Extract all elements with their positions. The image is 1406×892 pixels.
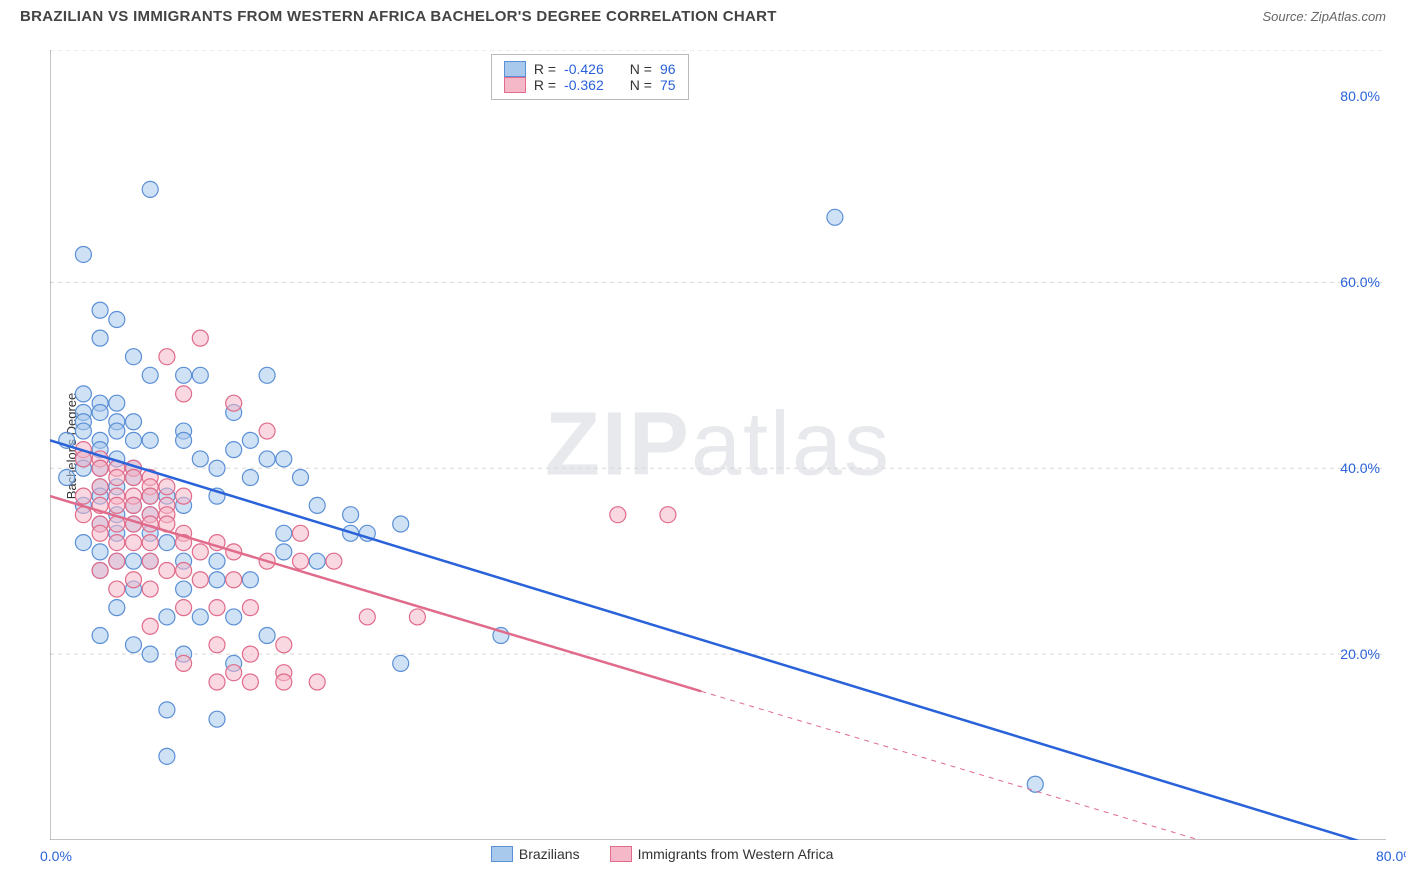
n-label: N = [630,61,652,77]
legend-row: R = -0.426 N = 96 [504,61,676,77]
y-tick-label: 20.0% [1340,646,1380,662]
legend-label: Brazilians [519,846,580,862]
scatter-plot [50,50,1386,840]
legend-item: Brazilians [491,846,580,862]
n-value: 96 [660,61,676,77]
legend-swatch [504,77,526,93]
r-value: -0.362 [564,77,604,93]
legend-swatch [504,61,526,77]
chart-title: BRAZILIAN VS IMMIGRANTS FROM WESTERN AFR… [20,8,777,25]
legend-swatch [610,846,632,862]
r-label: R = [534,77,556,93]
legend-label: Immigrants from Western Africa [638,846,834,862]
legend-row: R = -0.362 N = 75 [504,77,676,93]
n-value: 75 [660,77,676,93]
x-tick-label: 0.0% [40,848,72,864]
legend-swatch [491,846,513,862]
y-tick-label: 60.0% [1340,274,1380,290]
n-label: N = [630,77,652,93]
chart-source: Source: ZipAtlas.com [1262,9,1386,24]
y-tick-label: 80.0% [1340,88,1380,104]
series-legend: Brazilians Immigrants from Western Africa [491,846,834,862]
legend-item: Immigrants from Western Africa [610,846,834,862]
x-tick-label: 80.0% [1376,848,1406,864]
correlation-legend: R = -0.426 N = 96 R = -0.362 N = 75 [491,54,689,100]
chart-header: BRAZILIAN VS IMMIGRANTS FROM WESTERN AFR… [0,0,1406,31]
y-tick-label: 40.0% [1340,460,1380,476]
chart-area: ZIPatlas R =-0.426N =96R =-0.362N =75 Br… [50,50,1386,840]
r-value: -0.426 [564,61,604,77]
r-label: R = [534,61,556,77]
